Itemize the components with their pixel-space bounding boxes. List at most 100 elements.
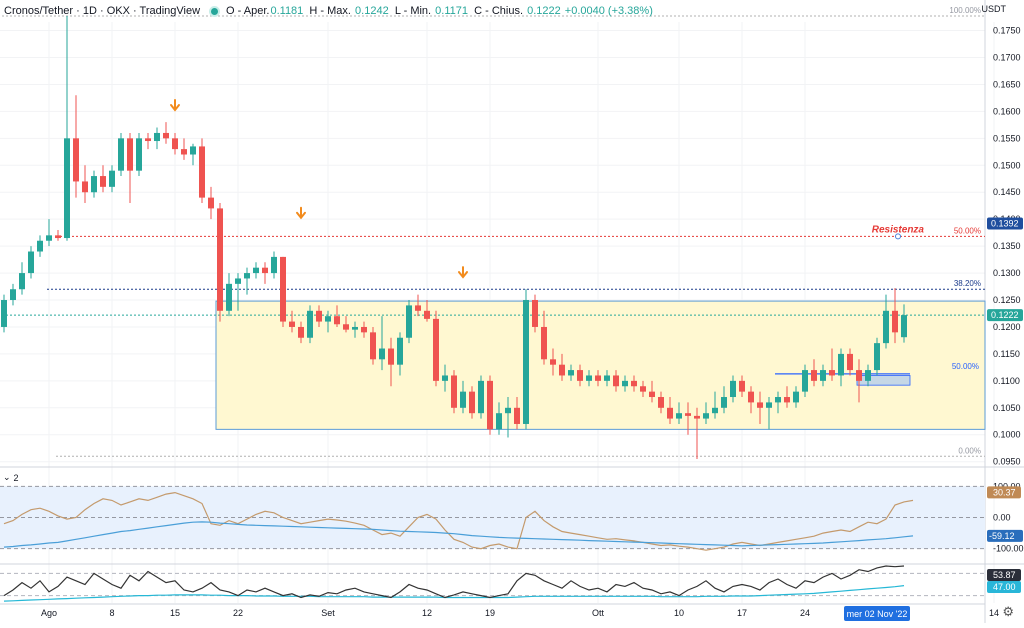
symbol-title[interactable]: Cronos/Tether · 1D · OKX · TradingView bbox=[4, 5, 201, 17]
close-label: C - Chius. bbox=[474, 5, 524, 17]
candle-body bbox=[856, 370, 862, 381]
candle-body bbox=[865, 370, 871, 381]
candle-body bbox=[892, 310, 898, 333]
candle-body bbox=[730, 380, 736, 398]
candle-body bbox=[496, 413, 502, 430]
candle-body bbox=[154, 132, 160, 142]
candle-body bbox=[325, 316, 331, 322]
rsi-tick: 100.00 bbox=[993, 481, 1021, 491]
price-badge bbox=[987, 309, 1023, 322]
candle-body bbox=[784, 397, 790, 403]
rsi-badge-2-value: -59.12 bbox=[989, 531, 1015, 541]
candle-body bbox=[658, 397, 664, 408]
candle-body bbox=[244, 273, 250, 279]
rsi-tick: -100.00 bbox=[993, 544, 1024, 554]
candle-body bbox=[424, 310, 430, 319]
candle-body bbox=[226, 283, 232, 311]
date-highlight bbox=[844, 606, 910, 621]
candle-body bbox=[361, 326, 367, 333]
price-tick: 0.1750 bbox=[993, 26, 1021, 36]
candle-body bbox=[469, 391, 475, 414]
date-highlight-label: mer 02 Nov '22 bbox=[847, 609, 908, 619]
price-tick: 0.1050 bbox=[993, 403, 1021, 413]
candle-body bbox=[289, 321, 295, 327]
candle-body bbox=[775, 397, 781, 403]
candle-body bbox=[118, 138, 124, 171]
price-tick: 0.1150 bbox=[993, 349, 1020, 359]
stoch-badge-1 bbox=[987, 569, 1021, 581]
candle-body bbox=[172, 138, 178, 150]
close-value: 0.1222 bbox=[527, 5, 561, 17]
price-tick: 0.1550 bbox=[993, 133, 1021, 143]
price-badge-value: 0.1392 bbox=[991, 218, 1019, 228]
stoch-badge-2 bbox=[987, 581, 1021, 593]
down-arrow-icon bbox=[170, 99, 180, 112]
candle-body bbox=[127, 138, 133, 171]
price-tick: 0.1200 bbox=[993, 322, 1021, 332]
candle-body bbox=[820, 370, 826, 381]
candle-body bbox=[64, 138, 70, 239]
gear-icon[interactable]: ⚙ bbox=[1002, 604, 1014, 619]
price-tick: 0.1000 bbox=[993, 430, 1021, 440]
candle-body bbox=[586, 375, 592, 381]
candle-body bbox=[73, 138, 79, 182]
currency-label[interactable]: USDT bbox=[981, 4, 1007, 14]
candle-body bbox=[514, 407, 520, 424]
stoch-badge-2-value: 47.00 bbox=[993, 582, 1016, 592]
price-tick: 0.1300 bbox=[993, 268, 1021, 278]
level-label: 50.00% bbox=[954, 226, 981, 235]
time-tick: 8 bbox=[109, 608, 114, 618]
stoch-series-1 bbox=[3, 565, 905, 599]
candle-body bbox=[343, 324, 349, 330]
candle-body bbox=[460, 391, 466, 408]
candle-body bbox=[406, 305, 412, 338]
candle-body bbox=[487, 380, 493, 430]
candle-body bbox=[271, 256, 277, 274]
candle-body bbox=[307, 310, 313, 338]
candle-body bbox=[766, 402, 772, 408]
candle-body bbox=[46, 235, 52, 241]
candle-body bbox=[109, 170, 115, 187]
rsi-badge-2 bbox=[987, 529, 1023, 542]
candle-body bbox=[235, 278, 241, 284]
price-tick: 0.1500 bbox=[993, 160, 1021, 170]
candle-body bbox=[802, 370, 808, 392]
price-tick: 0.0950 bbox=[993, 457, 1021, 467]
low-label: L - Min. bbox=[394, 5, 432, 17]
price-tick: 0.1350 bbox=[993, 241, 1021, 251]
time-tick: Set bbox=[321, 608, 335, 618]
time-tick: 19 bbox=[485, 608, 495, 618]
pane-collapse-button[interactable]: ⌄ 2 bbox=[3, 471, 25, 484]
candle-body bbox=[100, 176, 106, 187]
candle-body bbox=[676, 413, 682, 419]
candle-body bbox=[883, 310, 889, 344]
candle-body bbox=[352, 326, 358, 330]
rsi-tick: 0.00 bbox=[993, 513, 1011, 523]
rsi-badge-1 bbox=[987, 486, 1021, 499]
pane-count: 2 bbox=[13, 472, 19, 483]
support-label: 50.00% bbox=[952, 362, 979, 371]
high-value: 0.1242 bbox=[355, 5, 389, 17]
candle-body bbox=[793, 391, 799, 403]
change-value: +0.0040 (+3.38%) bbox=[564, 5, 653, 17]
open-label: O - Aper. bbox=[226, 5, 270, 17]
candle-body bbox=[388, 348, 394, 365]
market-status-icon bbox=[209, 5, 221, 17]
candle-body bbox=[55, 235, 61, 239]
price-tick: 0.1650 bbox=[993, 79, 1021, 89]
candle-body bbox=[136, 138, 142, 171]
candle-body bbox=[217, 208, 223, 311]
candle-body bbox=[613, 375, 619, 387]
candle-body bbox=[82, 181, 88, 193]
symbol-header: Cronos/Tether · 1D · OKX · TradingView O… bbox=[4, 3, 653, 19]
down-arrow-icon bbox=[296, 206, 306, 220]
time-tick: Ott bbox=[592, 608, 605, 618]
candle-body bbox=[550, 359, 556, 365]
candle-body bbox=[10, 289, 16, 301]
candle-body bbox=[703, 413, 709, 419]
price-badge-value: 0.1222 bbox=[991, 310, 1019, 320]
time-tick: 14 bbox=[989, 608, 999, 618]
candle-body bbox=[622, 380, 628, 387]
